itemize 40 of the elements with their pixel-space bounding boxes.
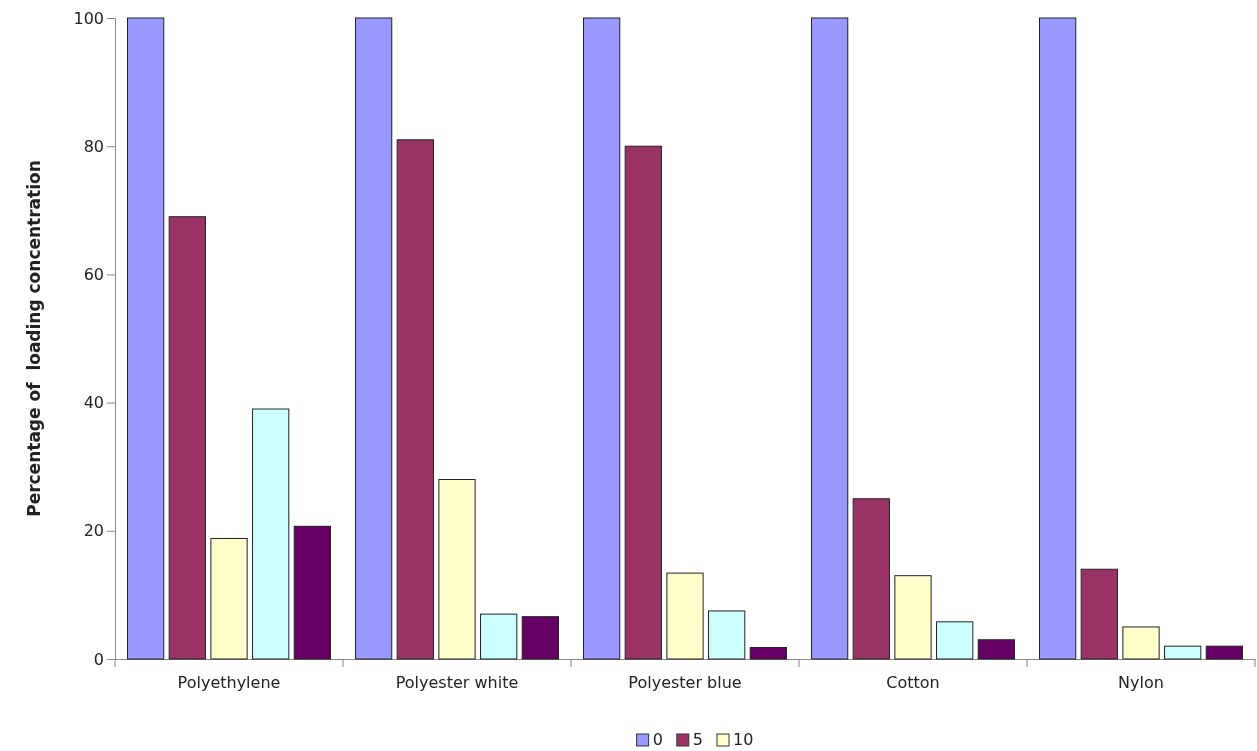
legend-label: 5 (692, 730, 704, 749)
y-tick-label: 80 (83, 136, 104, 156)
bar (293, 525, 331, 660)
bar (977, 639, 1015, 660)
y-tick-label: 40 (83, 393, 104, 413)
y-tick-label: 60 (83, 265, 104, 285)
bar (1164, 645, 1202, 660)
x-tick-label: Cotton (886, 672, 940, 692)
bar (894, 575, 932, 660)
y-tick-label: 0 (93, 649, 104, 669)
bar (749, 646, 787, 660)
bar (624, 145, 662, 660)
bar (521, 616, 559, 660)
y-tick-label: 100 (73, 8, 104, 28)
bar (355, 17, 393, 660)
bar (583, 17, 621, 660)
bar (708, 610, 746, 660)
y-tick-label: 20 (83, 521, 104, 541)
x-tick-label: Polyester blue (628, 672, 742, 692)
bar (127, 17, 165, 660)
bar (936, 621, 974, 660)
y-axis-title: Percentage of loading concentration (24, 160, 44, 517)
bar (168, 216, 206, 660)
bar (480, 613, 518, 660)
bar (438, 479, 476, 660)
bar (1039, 17, 1077, 660)
bar (666, 572, 704, 660)
x-tick-label: Polyethylene (177, 672, 281, 692)
x-tick-label: Nylon (1118, 672, 1164, 692)
bar (252, 408, 290, 660)
bar (1122, 626, 1160, 660)
bar (852, 498, 890, 660)
bar (1205, 645, 1243, 660)
bar (811, 17, 849, 660)
x-tick-label: Polyester white (395, 672, 519, 692)
bar (396, 139, 434, 660)
bar (1080, 568, 1118, 660)
legend-label: 0 (652, 730, 663, 749)
legend-label: 10 (733, 730, 754, 749)
bar (210, 537, 248, 660)
